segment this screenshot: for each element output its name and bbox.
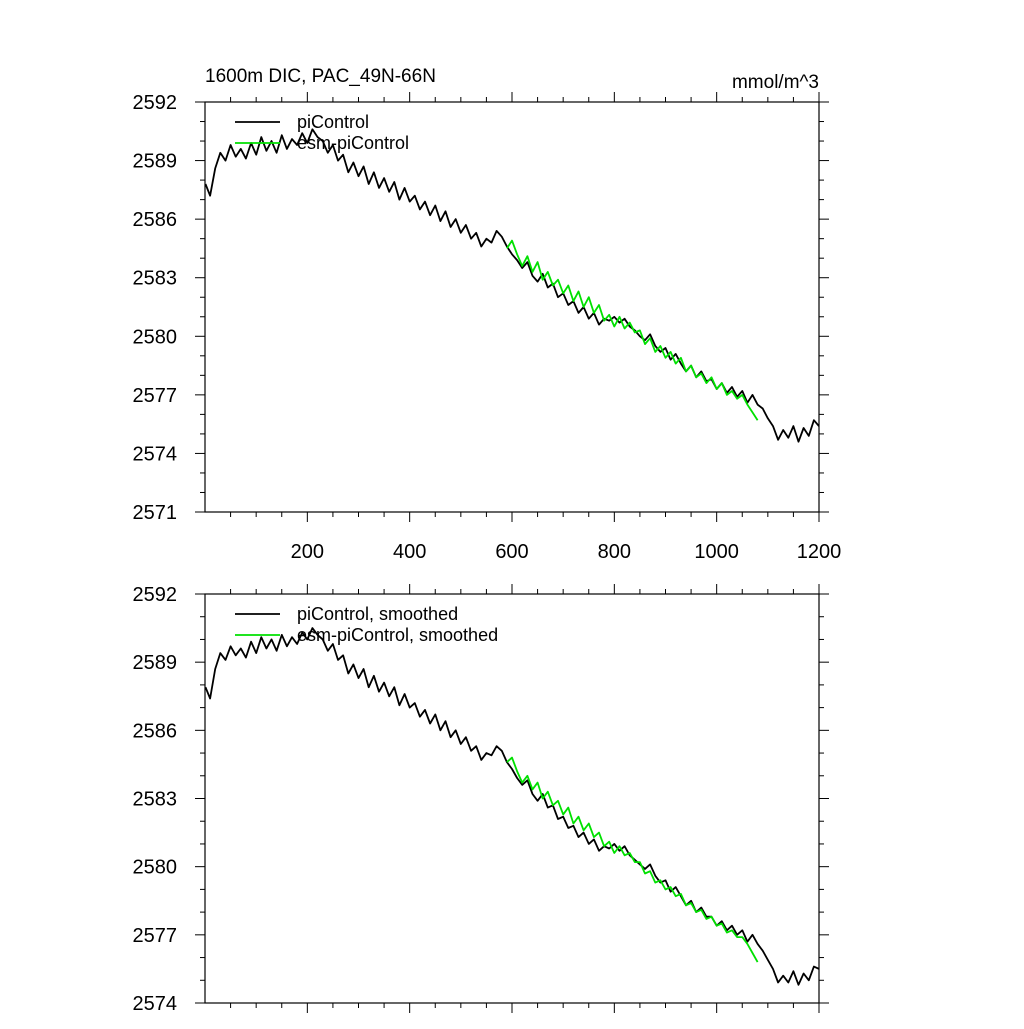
y-tick-label: 2592 <box>133 92 178 114</box>
legend-label: esm-piControl <box>297 133 409 153</box>
y-tick-label: 2574 <box>133 993 178 1015</box>
plot-frame <box>204 101 820 513</box>
y-tick-label: 2580 <box>133 326 178 348</box>
chart-panel-1: 200 400 600 800 1000 1200 2571 2574 2577 2580 2583… <box>133 66 842 563</box>
y-tick-label: 2577 <box>133 925 178 947</box>
x-tick-label: 800 <box>598 541 631 563</box>
y-tick-label: 2592 <box>133 584 178 606</box>
y-tick-label: 2577 <box>133 385 178 407</box>
units-label: mmol/m^3 <box>732 72 819 93</box>
y-tick-label: 2574 <box>133 443 178 465</box>
series-line-2 <box>506 239 759 421</box>
y-tick-label: 2589 <box>133 652 178 674</box>
y-tick-label: 2586 <box>133 209 178 231</box>
y-tick-label: 2586 <box>133 720 178 742</box>
y-tick-label: 2571 <box>133 502 178 524</box>
chart-title: 1600m DIC, PAC_49N-66N <box>205 66 436 87</box>
x-tick-label: 1000 <box>694 541 739 563</box>
legend-label: piControl <box>297 112 369 132</box>
plot-frame <box>204 593 820 1004</box>
y-tick-label: 2580 <box>133 857 178 879</box>
x-tick-label: 1200 <box>797 541 842 563</box>
chart-panel-2: 2574 2577 2580 2583 2586 2589 2592 piControl, s… <box>133 584 829 1015</box>
legend-label: piControl, smoothed <box>297 604 458 624</box>
legend-label: esm-piControl, smoothed <box>297 625 498 645</box>
y-tick-label: 2583 <box>133 789 178 811</box>
y-tick-label: 2583 <box>133 268 178 290</box>
x-tick-label: 600 <box>495 541 528 563</box>
x-tick-label: 200 <box>291 541 324 563</box>
x-tick-label: 400 <box>393 541 426 563</box>
y-tick-label: 2589 <box>133 151 178 173</box>
series-line-2 <box>506 756 759 963</box>
